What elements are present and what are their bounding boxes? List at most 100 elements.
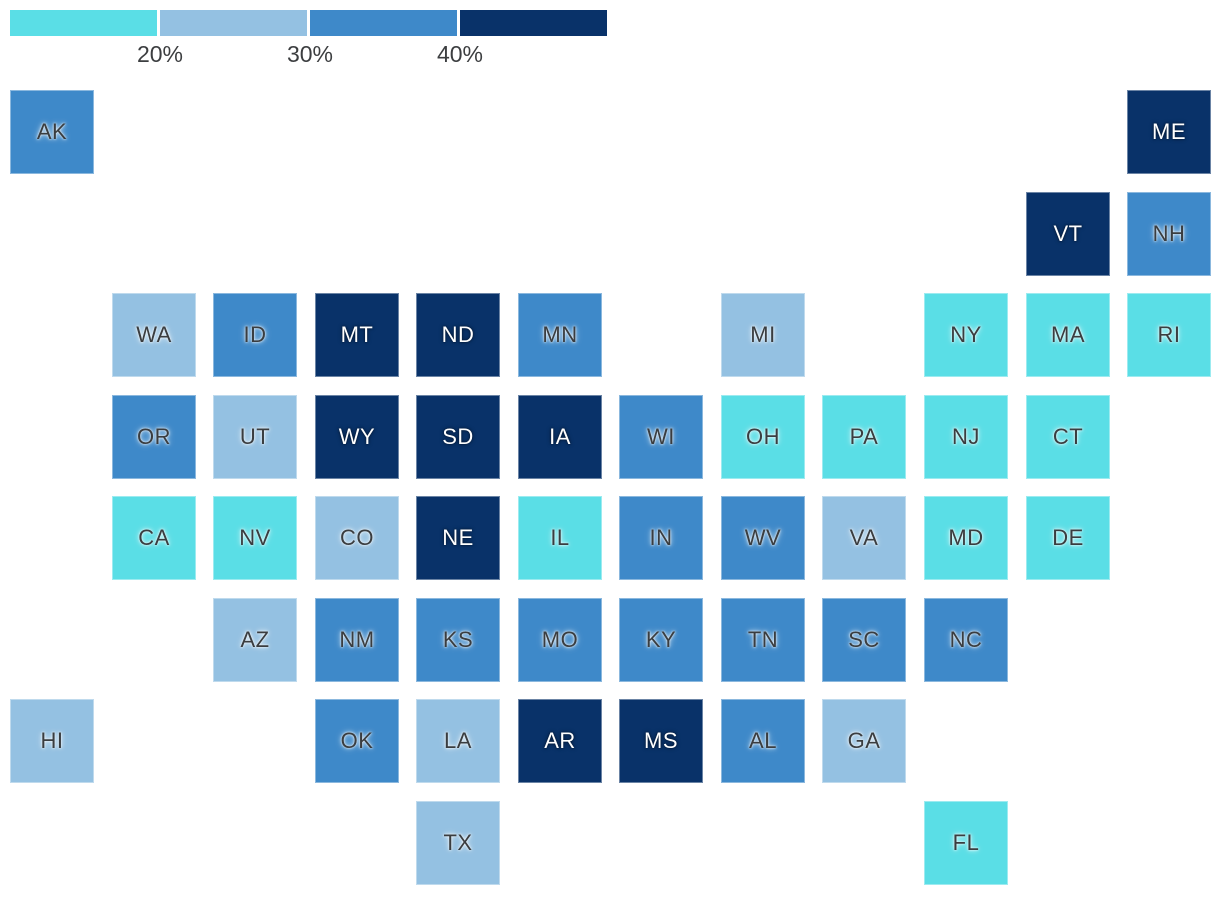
- state-abbr-label: MT: [340, 322, 374, 347]
- state-tile-ky[interactable]: KY: [619, 598, 703, 682]
- state-tile-mn[interactable]: MN: [518, 293, 602, 377]
- state-tile-mt[interactable]: MT: [315, 293, 399, 377]
- state-abbr-label: ND: [441, 322, 475, 347]
- state-tile-in[interactable]: IN: [619, 496, 703, 580]
- state-abbr-label: NC: [949, 627, 983, 652]
- legend-band-1: [160, 10, 307, 36]
- state-abbr-label: NV: [239, 525, 271, 550]
- state-abbr-label: WY: [338, 424, 376, 449]
- state-tile-ut[interactable]: UT: [213, 395, 297, 479]
- state-tile-tx[interactable]: TX: [416, 801, 500, 885]
- state-tile-sc[interactable]: SC: [822, 598, 906, 682]
- state-abbr-label: GA: [847, 728, 881, 753]
- state-tile-wi[interactable]: WI: [619, 395, 703, 479]
- legend-tick-label: 40%: [436, 41, 484, 67]
- state-tile-ma[interactable]: MA: [1026, 293, 1110, 377]
- state-abbr-label: TX: [443, 830, 473, 855]
- state-tile-az[interactable]: AZ: [213, 598, 297, 682]
- state-abbr-label: TN: [747, 627, 779, 652]
- legend-color-bar: [10, 10, 607, 36]
- state-tile-oh[interactable]: OH: [721, 395, 805, 479]
- state-tile-va[interactable]: VA: [822, 496, 906, 580]
- state-tile-vt[interactable]: VT: [1026, 192, 1110, 276]
- state-tile-ia[interactable]: IA: [518, 395, 602, 479]
- state-tile-ne[interactable]: NE: [416, 496, 500, 580]
- state-abbr-label: AK: [36, 119, 68, 144]
- state-abbr-label: CO: [340, 525, 374, 550]
- state-abbr-label: IL: [550, 525, 570, 550]
- state-abbr-label: RI: [1157, 322, 1181, 347]
- state-abbr-label: MS: [644, 728, 678, 753]
- state-abbr-label: LA: [444, 728, 472, 753]
- state-abbr-label: FL: [952, 830, 980, 855]
- state-tile-ct[interactable]: CT: [1026, 395, 1110, 479]
- state-tile-il[interactable]: IL: [518, 496, 602, 580]
- state-abbr-label: AZ: [240, 627, 270, 652]
- state-abbr-label: IN: [649, 525, 673, 550]
- state-abbr-label: MI: [750, 322, 776, 347]
- legend-tick-label: 30%: [286, 41, 334, 67]
- state-tile-de[interactable]: DE: [1026, 496, 1110, 580]
- state-abbr-label: MN: [542, 322, 578, 347]
- state-tile-nc[interactable]: NC: [924, 598, 1008, 682]
- state-abbr-label: SC: [848, 627, 880, 652]
- state-abbr-label: WI: [647, 424, 675, 449]
- state-abbr-label: KY: [645, 627, 677, 652]
- state-abbr-label: MD: [948, 525, 984, 550]
- state-abbr-label: HI: [40, 728, 64, 753]
- state-abbr-label: CA: [138, 525, 170, 550]
- state-tile-or[interactable]: OR: [112, 395, 196, 479]
- state-abbr-label: AR: [544, 728, 576, 753]
- state-tile-al[interactable]: AL: [721, 699, 805, 783]
- state-tile-nv[interactable]: NV: [213, 496, 297, 580]
- state-abbr-label: IA: [549, 424, 571, 449]
- state-tile-ms[interactable]: MS: [619, 699, 703, 783]
- legend-band-0: [10, 10, 157, 36]
- state-abbr-label: MO: [541, 627, 579, 652]
- state-tile-nd[interactable]: ND: [416, 293, 500, 377]
- state-abbr-label: WV: [744, 525, 782, 550]
- state-tile-ok[interactable]: OK: [315, 699, 399, 783]
- state-tile-nh[interactable]: NH: [1127, 192, 1211, 276]
- state-tile-ar[interactable]: AR: [518, 699, 602, 783]
- state-tile-wv[interactable]: WV: [721, 496, 805, 580]
- state-tile-ny[interactable]: NY: [924, 293, 1008, 377]
- state-abbr-label: UT: [239, 424, 271, 449]
- state-abbr-label: OH: [746, 424, 780, 449]
- state-tile-fl[interactable]: FL: [924, 801, 1008, 885]
- state-tile-pa[interactable]: PA: [822, 395, 906, 479]
- state-tile-ri[interactable]: RI: [1127, 293, 1211, 377]
- state-tile-id[interactable]: ID: [213, 293, 297, 377]
- state-tile-sd[interactable]: SD: [416, 395, 500, 479]
- state-tile-mo[interactable]: MO: [518, 598, 602, 682]
- state-abbr-label: DE: [1052, 525, 1084, 550]
- state-abbr-label: MA: [1051, 322, 1085, 347]
- state-tile-tn[interactable]: TN: [721, 598, 805, 682]
- state-tile-ak[interactable]: AK: [10, 90, 94, 174]
- state-abbr-label: SD: [442, 424, 474, 449]
- state-tile-nj[interactable]: NJ: [924, 395, 1008, 479]
- state-abbr-label: NJ: [952, 424, 980, 449]
- state-tile-wa[interactable]: WA: [112, 293, 196, 377]
- state-tile-ks[interactable]: KS: [416, 598, 500, 682]
- state-abbr-label: AL: [749, 728, 777, 753]
- state-abbr-label: NM: [339, 627, 375, 652]
- state-tile-la[interactable]: LA: [416, 699, 500, 783]
- state-tile-md[interactable]: MD: [924, 496, 1008, 580]
- state-tile-wy[interactable]: WY: [315, 395, 399, 479]
- state-abbr-label: WA: [136, 322, 172, 347]
- state-abbr-label: VA: [849, 525, 879, 550]
- legend-tick-label: 20%: [136, 41, 184, 67]
- state-abbr-label: NY: [950, 322, 982, 347]
- state-abbr-label: NH: [1152, 221, 1186, 246]
- state-tile-hi[interactable]: HI: [10, 699, 94, 783]
- state-tile-co[interactable]: CO: [315, 496, 399, 580]
- state-abbr-label: KS: [442, 627, 474, 652]
- state-tile-mi[interactable]: MI: [721, 293, 805, 377]
- state-tile-ga[interactable]: GA: [822, 699, 906, 783]
- state-tile-ca[interactable]: CA: [112, 496, 196, 580]
- legend-band-3: [460, 10, 607, 36]
- state-abbr-label: OK: [340, 728, 374, 753]
- state-tile-nm[interactable]: NM: [315, 598, 399, 682]
- state-tile-me[interactable]: ME: [1127, 90, 1211, 174]
